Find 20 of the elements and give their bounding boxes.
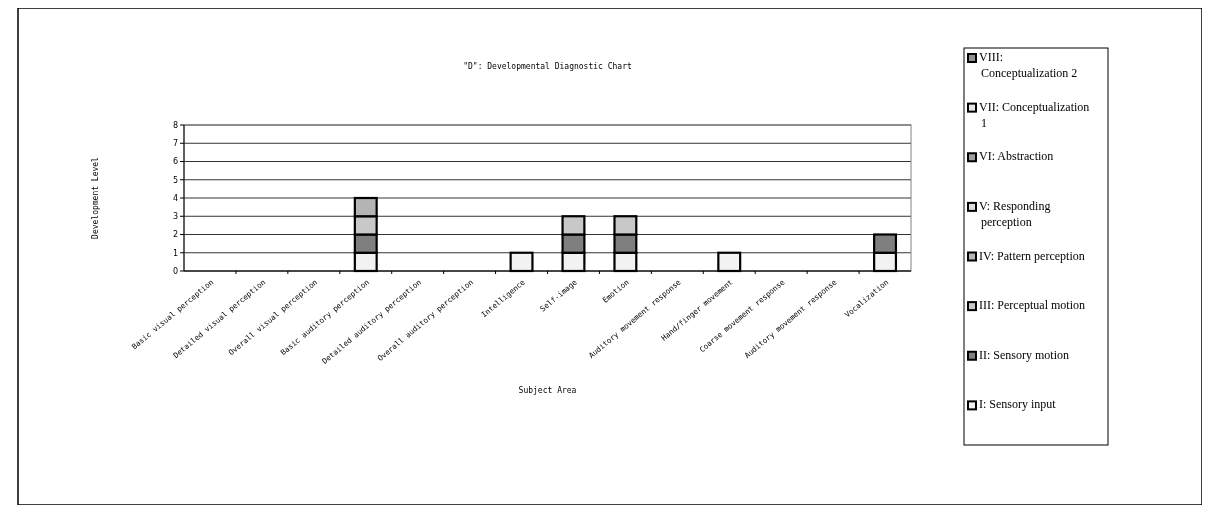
legend-label: III: Perceptual motion xyxy=(979,298,1085,313)
y-tick-label: 6 xyxy=(172,157,178,167)
y-tick-label: 3 xyxy=(172,212,178,222)
legend-label: VII: Conceptualization 1 xyxy=(979,99,1090,130)
chart-title: "D": Developmental Diagnostic Chart xyxy=(463,62,632,71)
x-axis-title: Subject Area xyxy=(518,386,577,395)
y-tick-label: 0 xyxy=(172,266,178,276)
y-tick-label: 4 xyxy=(172,193,178,203)
legend-label: VIII: Conceptualization 2 xyxy=(979,50,1078,80)
y-tick-label: 1 xyxy=(172,248,178,258)
legend-label: VI: Abstraction xyxy=(979,149,1054,164)
legend-label: V: Responding perception xyxy=(979,198,1051,229)
y-axis-title: Development Level xyxy=(91,156,100,239)
y-tick-label: 2 xyxy=(172,230,178,240)
y-tick-label: 5 xyxy=(172,175,178,185)
legend-label: IV: Pattern perception xyxy=(979,248,1085,263)
legend-label: II: Sensory motion xyxy=(979,347,1069,362)
y-tick-label: 7 xyxy=(172,139,178,149)
legend-label: I: Sensory input xyxy=(979,397,1057,412)
y-tick-label: 8 xyxy=(172,120,178,130)
